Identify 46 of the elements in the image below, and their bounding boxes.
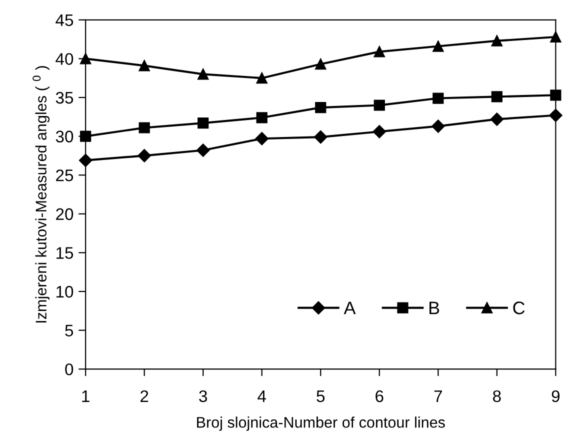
point <box>138 60 150 72</box>
point <box>314 130 328 144</box>
point <box>374 100 385 111</box>
y-tick-label: 45 <box>56 14 74 26</box>
x-tick-label: 2 <box>140 390 148 402</box>
point <box>315 58 326 70</box>
point <box>138 122 150 134</box>
point <box>491 91 502 102</box>
y-tick-label: 35 <box>56 92 74 104</box>
y-tick-label: 15 <box>56 247 74 259</box>
point <box>196 144 210 157</box>
legend-label: B <box>430 302 440 314</box>
legend-label: C <box>513 302 525 314</box>
point <box>432 120 445 133</box>
point <box>432 92 444 104</box>
x-tick-label: 7 <box>434 390 442 402</box>
point <box>138 149 151 162</box>
point <box>491 35 502 46</box>
point <box>374 46 385 58</box>
point <box>432 40 444 52</box>
y-tick-label: 5 <box>65 324 74 336</box>
x-tick-label: 5 <box>316 390 325 402</box>
x-tick-label: 6 <box>376 390 384 402</box>
y-tick-label: 25 <box>56 169 74 182</box>
y-axis-title: Izmjereni kutovi-Measured angles ( $^{0}$ ) <box>32 66 50 322</box>
y-tick-label: 10 <box>56 286 74 298</box>
point <box>255 132 268 146</box>
point <box>256 112 268 124</box>
x-axis-title: Broj slojnica-Number of contour lines <box>197 416 445 431</box>
point <box>198 68 209 80</box>
point <box>198 118 209 129</box>
point <box>315 102 326 114</box>
point <box>256 72 268 84</box>
x-tick-label: 1 <box>82 390 90 402</box>
legend-label: A <box>344 302 356 314</box>
x-tick-label: 9 <box>552 390 560 402</box>
point <box>490 112 504 126</box>
x-tick-label: 3 <box>199 390 208 402</box>
y-tick-label: 0 <box>65 363 74 376</box>
y-tick-label: 30 <box>56 130 74 142</box>
point <box>550 90 562 101</box>
x-tick-label: 8 <box>493 390 501 402</box>
y-tick-label: 40 <box>56 53 74 65</box>
x-tick-label: 4 <box>258 390 266 402</box>
y-tick-label: 20 <box>56 208 74 220</box>
point <box>372 125 386 138</box>
